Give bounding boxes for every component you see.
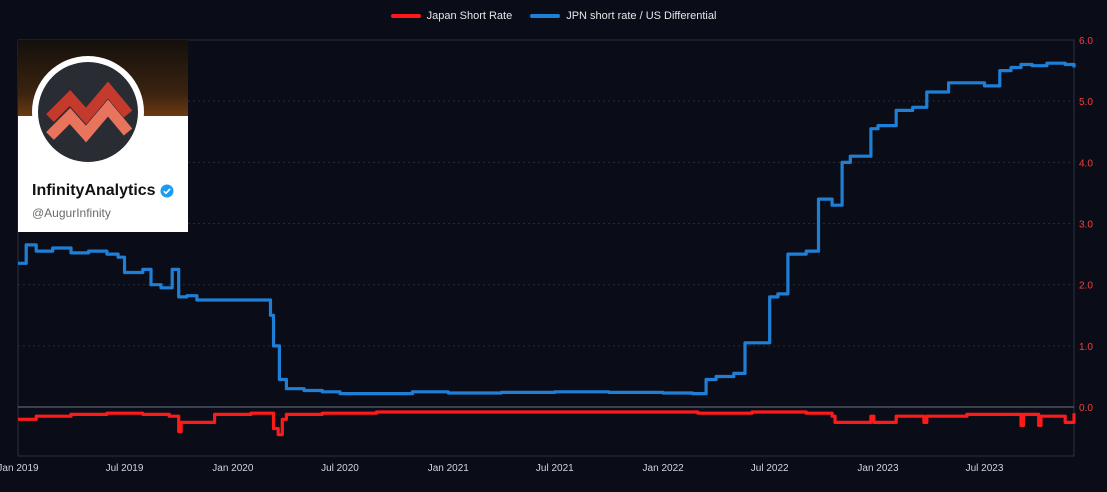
x-tick-label: Jan 2022 xyxy=(643,463,685,474)
legend-label: Japan Short Rate xyxy=(426,10,513,22)
legend-item-japan-short-rate[interactable]: Japan Short Rate xyxy=(390,10,513,22)
legend-label: JPN short rate / US Differential xyxy=(566,10,717,22)
y-tick-label: 6.0 xyxy=(1079,36,1093,47)
legend-swatch-red xyxy=(390,14,421,18)
x-tick-label: Jul 2023 xyxy=(966,463,1004,474)
legend-swatch-blue xyxy=(530,14,561,18)
y-tick-label: 0.0 xyxy=(1079,403,1093,414)
x-tick-label: Jul 2021 xyxy=(536,463,574,474)
avatar xyxy=(32,56,144,168)
x-tick-label: Jan 2023 xyxy=(857,463,899,474)
x-tick-label: Jan 2020 xyxy=(212,463,254,474)
brand-handle: @AugurInfinity xyxy=(32,206,111,220)
legend: Japan Short Rate JPN short rate / US Dif… xyxy=(0,10,1107,22)
x-tick-label: Jul 2019 xyxy=(106,463,144,474)
x-tick-label: Jan 2019 xyxy=(0,463,39,474)
y-tick-label: 4.0 xyxy=(1079,158,1093,169)
infinity-analytics-logo-icon xyxy=(38,62,138,162)
y-tick-label: 3.0 xyxy=(1079,220,1093,231)
series-line-japan-short-rate xyxy=(18,410,1076,437)
y-tick-label: 1.0 xyxy=(1079,342,1093,353)
brand-name: InfinityAnalytics xyxy=(32,182,174,200)
y-tick-label: 5.0 xyxy=(1079,97,1093,108)
brand-card: InfinityAnalytics @AugurInfinity xyxy=(18,40,188,232)
brand-name-text: InfinityAnalytics xyxy=(32,182,156,199)
plot-frame xyxy=(17,39,1075,457)
verified-badge-icon xyxy=(160,184,174,198)
y-tick-label: 2.0 xyxy=(1079,281,1093,292)
legend-item-differential[interactable]: JPN short rate / US Differential xyxy=(530,10,716,22)
x-tick-label: Jul 2022 xyxy=(751,463,789,474)
x-tick-label: Jan 2021 xyxy=(428,463,470,474)
x-tick-label: Jul 2020 xyxy=(321,463,359,474)
series-line-jpn-short-rate-us-differential xyxy=(18,61,1076,396)
